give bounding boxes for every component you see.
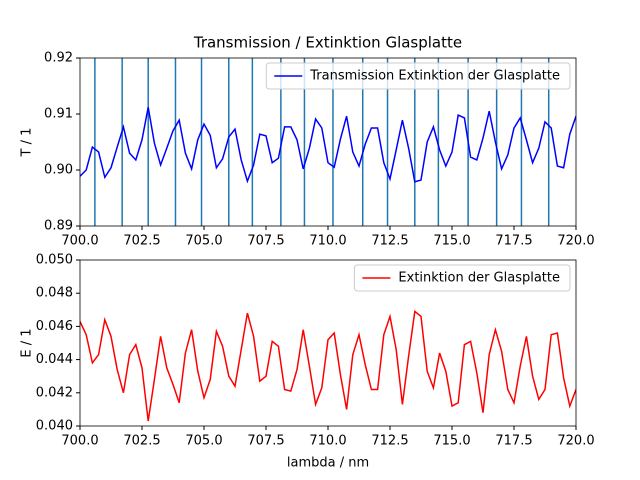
x-tick-label: 712.5 bbox=[371, 234, 408, 249]
y-tick-label: 0.040 bbox=[36, 419, 73, 434]
x-tick-label: 720.0 bbox=[557, 234, 594, 249]
y-axis-label: T / 1 bbox=[20, 128, 35, 158]
axes-frame bbox=[79, 259, 577, 427]
x-tick-label: 720.0 bbox=[557, 434, 594, 449]
y-tick-label: 0.050 bbox=[36, 253, 73, 268]
x-tick-label: 705.0 bbox=[185, 434, 222, 449]
legend-label: Extinktion der Glasplatte bbox=[398, 271, 560, 286]
legend-label: Transmission Extinktion der Glasplatte bbox=[309, 69, 560, 84]
x-tick-label: 700.0 bbox=[61, 434, 98, 449]
data-line bbox=[80, 310, 576, 422]
x-tick-label: 700.0 bbox=[61, 234, 98, 249]
legend: Extinktion der Glasplatte bbox=[353, 264, 571, 292]
x-tick-label: 707.5 bbox=[247, 434, 284, 449]
x-tick-label: 717.5 bbox=[495, 234, 532, 249]
data-line bbox=[80, 107, 576, 184]
x-tick-label: 710.0 bbox=[309, 434, 346, 449]
y-tick-label: 0.92 bbox=[44, 51, 73, 66]
y-tick-label: 0.046 bbox=[36, 319, 73, 334]
axes-frame bbox=[79, 57, 577, 227]
y-tick-label: 0.90 bbox=[44, 163, 73, 178]
x-tick-label: 705.0 bbox=[185, 234, 222, 249]
x-tick-label: 710.0 bbox=[309, 234, 346, 249]
x-tick-label: 717.5 bbox=[495, 434, 532, 449]
x-tick-label: 715.0 bbox=[433, 234, 470, 249]
x-tick-label: 707.5 bbox=[247, 234, 284, 249]
y-axis-label: E / 1 bbox=[20, 328, 35, 357]
legend-box bbox=[353, 264, 571, 292]
x-tick-label: 702.5 bbox=[123, 434, 160, 449]
y-tick-label: 0.91 bbox=[44, 107, 73, 122]
x-tick-label: 712.5 bbox=[371, 434, 408, 449]
y-tick-label: 0.048 bbox=[36, 286, 73, 301]
x-tick-label: 715.0 bbox=[433, 434, 470, 449]
x-tick-label: 702.5 bbox=[123, 234, 160, 249]
x-axis-label: lambda / nm bbox=[287, 456, 369, 471]
y-tick-label: 0.042 bbox=[36, 385, 73, 400]
y-tick-label: 0.89 bbox=[44, 219, 73, 234]
y-tick-label: 0.044 bbox=[36, 352, 73, 367]
legend: Transmission Extinktion der Glasplatte bbox=[265, 62, 571, 90]
chart-title: Transmission / Extinktion Glasplatte bbox=[193, 34, 462, 52]
legend-box bbox=[265, 62, 571, 90]
